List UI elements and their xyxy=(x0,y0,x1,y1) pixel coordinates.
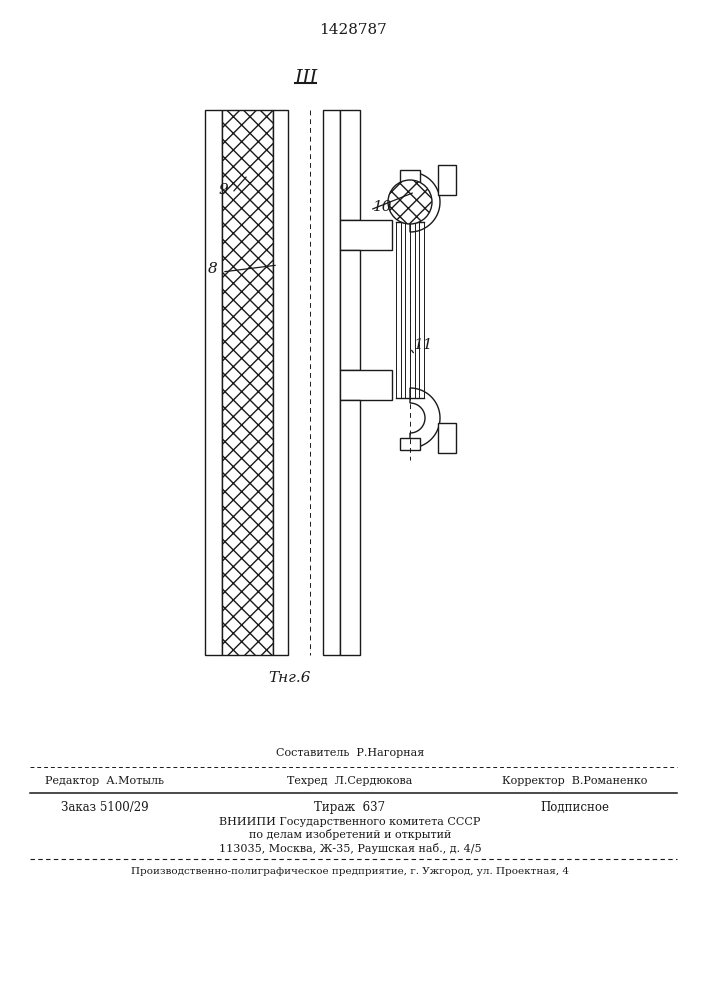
Polygon shape xyxy=(410,172,440,232)
Polygon shape xyxy=(273,110,288,655)
Polygon shape xyxy=(340,110,360,220)
Text: ВНИИПИ Государственного комитета СССР: ВНИИПИ Государственного комитета СССР xyxy=(219,817,481,827)
Text: 8: 8 xyxy=(209,262,218,276)
Text: Производственно-полиграфическое предприятие, г. Ужгород, ул. Проектная, 4: Производственно-полиграфическое предприя… xyxy=(131,866,569,876)
Bar xyxy=(438,423,456,453)
Text: Корректор  В.Романенко: Корректор В.Романенко xyxy=(502,776,648,786)
Text: 11: 11 xyxy=(414,338,433,352)
Text: Тираж  637: Тираж 637 xyxy=(315,800,385,814)
Text: Редактор  А.Мотыль: Редактор А.Мотыль xyxy=(45,776,165,786)
Text: Ш: Ш xyxy=(294,69,316,87)
Text: 1428787: 1428787 xyxy=(319,23,387,37)
Bar xyxy=(400,170,420,182)
Bar xyxy=(400,438,420,450)
Circle shape xyxy=(388,180,432,224)
Polygon shape xyxy=(205,110,222,655)
Text: 9: 9 xyxy=(218,183,228,197)
Text: Заказ 5100/29: Заказ 5100/29 xyxy=(62,800,148,814)
Text: Составитель  Р.Нагорная: Составитель Р.Нагорная xyxy=(276,748,424,758)
Polygon shape xyxy=(340,370,392,400)
Polygon shape xyxy=(340,400,360,655)
Text: по делам изобретений и открытий: по делам изобретений и открытий xyxy=(249,830,451,840)
Polygon shape xyxy=(410,388,440,448)
Text: Подписное: Подписное xyxy=(540,800,609,814)
Text: 113035, Москва, Ж-35, Раушская наб., д. 4/5: 113035, Москва, Ж-35, Раушская наб., д. … xyxy=(218,842,481,854)
Text: Τнг.6: Τнг.6 xyxy=(269,671,311,685)
Text: 10: 10 xyxy=(373,200,392,214)
Text: Техред  Л.Сердюкова: Техред Л.Сердюкова xyxy=(287,776,413,786)
Polygon shape xyxy=(340,220,392,250)
Polygon shape xyxy=(222,110,273,655)
Polygon shape xyxy=(340,250,360,370)
Bar xyxy=(438,165,456,195)
Polygon shape xyxy=(323,110,340,655)
